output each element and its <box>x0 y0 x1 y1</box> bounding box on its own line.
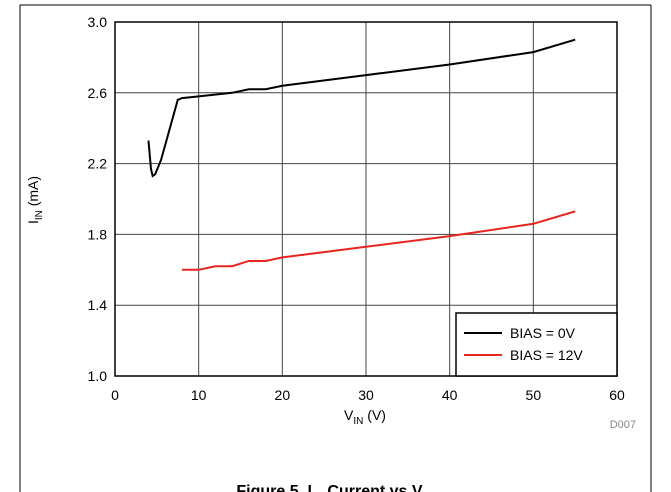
figure-id: D007 <box>610 419 636 431</box>
legend-box <box>455 312 618 377</box>
y-tick-label: 2.2 <box>88 156 108 172</box>
y-tick-label: 2.6 <box>88 85 108 101</box>
label-part: (mA) <box>25 176 41 210</box>
label-sub: IN <box>34 210 45 220</box>
legend-label: BIAS = 0V <box>510 325 576 341</box>
x-tick-label: 0 <box>111 387 119 403</box>
x-tick-label: 50 <box>526 387 542 403</box>
x-axis-label: VIN (V) <box>344 407 386 427</box>
plot-border <box>114 21 618 377</box>
chart-title: Figure 5. IIN Current vs VIN <box>236 483 433 492</box>
x-tick-label: 60 <box>609 387 625 403</box>
y-axis-label: IIN (mA) <box>25 176 45 224</box>
series-line <box>147 38 576 178</box>
label-sub: IN <box>353 416 363 427</box>
y-tick-label: 1.8 <box>88 226 108 242</box>
x-tick-label: 20 <box>275 387 291 403</box>
label-part: I <box>25 220 41 224</box>
title-part: Figure 5. I <box>236 483 312 492</box>
x-tick-label: 40 <box>442 387 458 403</box>
y-tick-label: 1.0 <box>88 368 108 384</box>
label-part: V <box>344 407 354 423</box>
x-tick-label: 10 <box>191 387 207 403</box>
label-part: (V) <box>363 407 386 423</box>
series-line <box>181 210 576 271</box>
title-part: Current vs V <box>323 483 423 492</box>
legend-label: BIAS = 12V <box>510 347 583 363</box>
y-tick-label: 3.0 <box>88 14 108 30</box>
y-tick-label: 1.4 <box>88 297 108 313</box>
x-tick-label: 30 <box>358 387 374 403</box>
